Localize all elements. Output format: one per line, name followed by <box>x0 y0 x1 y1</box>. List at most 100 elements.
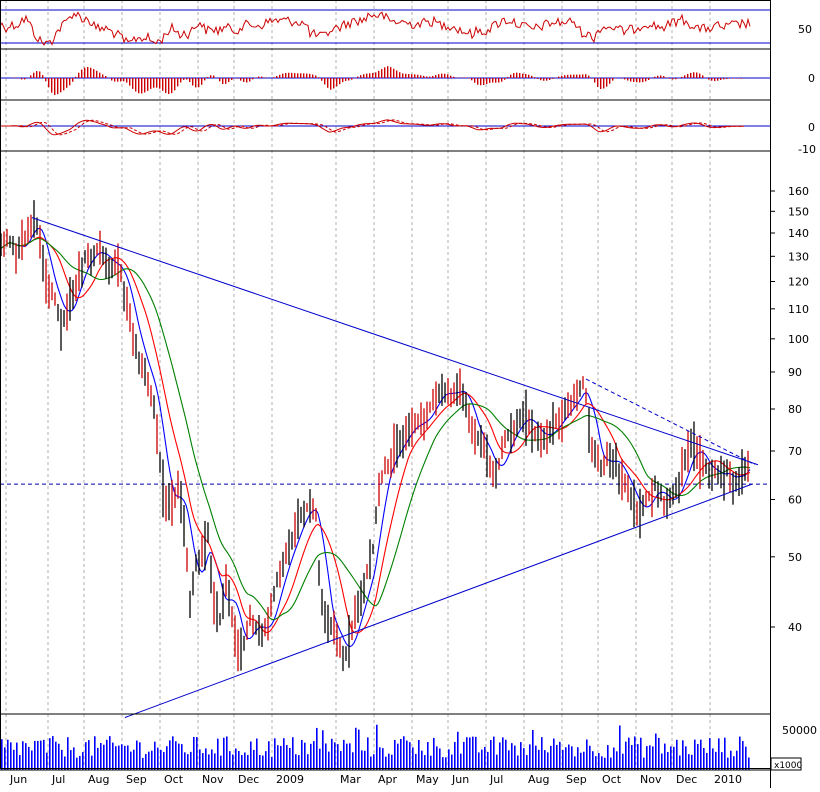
volume-bar <box>682 740 684 770</box>
volume-bar <box>214 753 216 770</box>
volume-bar <box>373 754 375 770</box>
macd-hist-bar <box>612 78 613 81</box>
volume-bar <box>130 752 132 770</box>
volume-bar <box>634 736 636 770</box>
volume-bar <box>376 725 378 770</box>
macd-hist-bar <box>528 75 529 78</box>
macd-hist-bar <box>72 78 73 82</box>
volume-bar <box>337 744 339 770</box>
volume-bar <box>307 754 309 770</box>
macd-hist-bar <box>174 78 175 90</box>
volume-bar <box>655 734 657 770</box>
macd-hist-bar <box>426 76 427 78</box>
volume-bar <box>712 748 714 770</box>
macd-hist-bar <box>615 78 616 79</box>
volume-bar <box>607 745 609 770</box>
x-tick-label: Nov <box>640 773 662 786</box>
price-tick-label: 120 <box>788 275 809 288</box>
volume-bar <box>82 752 84 770</box>
volume-bar <box>136 741 138 770</box>
volume-bar <box>256 739 258 770</box>
macd-hist-bar <box>543 78 544 81</box>
macd-hist-bar <box>210 75 211 78</box>
volume-bar <box>148 752 150 770</box>
macd-hist-bar <box>438 74 439 78</box>
volume-bar <box>499 742 501 770</box>
macd-hist-bar <box>636 78 637 82</box>
volume-bar <box>553 739 555 770</box>
macd-hist-bar <box>288 73 289 78</box>
volume-bar <box>550 746 552 770</box>
macd-hist-bar <box>198 78 199 87</box>
volume-bar <box>658 738 660 770</box>
macd-hist-bar <box>663 76 664 78</box>
macd-hist-bar <box>684 75 685 78</box>
x-tick-label: Aug <box>88 773 109 786</box>
volume-bar <box>175 741 177 770</box>
macd-hist-bar <box>558 77 559 78</box>
volume-bar <box>118 746 120 770</box>
macd-hist-bar <box>597 78 598 87</box>
volume-bar <box>670 746 672 770</box>
macd-hist-bar <box>486 78 487 84</box>
macd-hist-bar <box>546 78 547 81</box>
volume-bar <box>40 741 42 770</box>
volume-bar <box>454 742 456 770</box>
macd-hist-bar <box>552 78 553 79</box>
macd-hist-bar <box>708 78 709 80</box>
macd-hist-bar <box>90 68 91 78</box>
volume-bar <box>340 751 342 770</box>
macd-hist-bar <box>624 78 625 79</box>
macd-hist-bar <box>606 78 607 87</box>
volume-bar <box>523 748 525 770</box>
macd-hist-bar <box>408 74 409 78</box>
volume-bar <box>4 747 6 770</box>
macd-hist-bar <box>222 78 223 84</box>
volume-bar <box>166 746 168 770</box>
macd-hist-bar <box>522 74 523 78</box>
macd-hist-bar <box>414 74 415 78</box>
volume-bar <box>133 750 135 770</box>
volume-bar <box>598 753 600 770</box>
macd-hist-bar <box>378 71 379 78</box>
volume-bar <box>613 748 615 770</box>
volume-bar <box>151 751 153 770</box>
macd-hist-bar <box>42 75 43 78</box>
x-tick-label: 2009 <box>276 773 304 786</box>
volume-bar <box>385 757 387 770</box>
macd-hist-bar <box>723 78 724 79</box>
volume-bar <box>595 756 597 770</box>
volume-bar <box>715 752 717 770</box>
volume-bar <box>253 750 255 770</box>
price-tick-label: 110 <box>788 303 809 316</box>
macd-hist-bar <box>567 75 568 78</box>
macd-hist-bar <box>147 78 148 91</box>
x-tick-label: Jul <box>51 773 65 786</box>
macd-hist-bar <box>189 78 190 82</box>
volume-bar <box>109 736 111 770</box>
macd-hist-bar <box>609 78 610 84</box>
volume-bar <box>439 748 441 770</box>
macd-hist-bar <box>213 75 214 78</box>
volume-bar <box>58 744 60 770</box>
price-tick-label: 40 <box>788 621 802 634</box>
macd-hist-bar <box>81 70 82 78</box>
volume-bar <box>457 732 459 770</box>
macd-hist-bar <box>654 77 655 78</box>
macd-hist-bar <box>177 78 178 86</box>
macd-hist-bar <box>534 77 535 78</box>
macd-hist-bar <box>711 78 712 81</box>
macd-hist-bar <box>669 78 670 79</box>
volume-bar <box>556 745 558 770</box>
volume-bar <box>406 741 408 770</box>
macd-hist-bar <box>660 75 661 78</box>
macd-hist-bar <box>372 73 373 78</box>
x-tick-label: Oct <box>164 773 184 786</box>
volume-bar <box>169 740 171 770</box>
macd-hist-bar <box>306 74 307 78</box>
volume-bar <box>94 736 96 770</box>
volume-bar <box>397 744 399 770</box>
macd-hist-bar <box>273 77 274 78</box>
macd-hist-bar <box>582 74 583 78</box>
